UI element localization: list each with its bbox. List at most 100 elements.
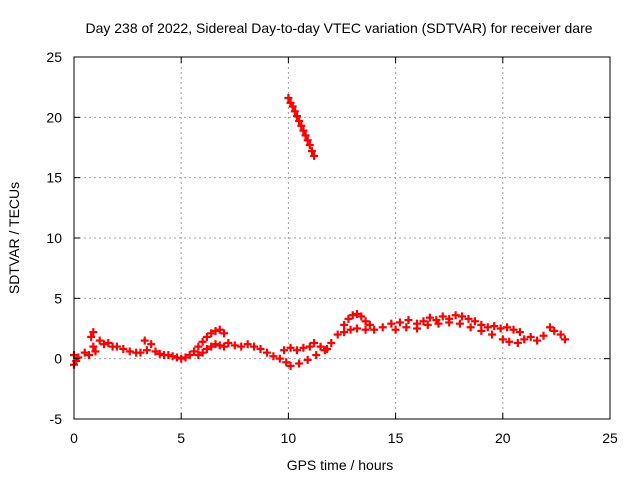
data-point-main [312,351,321,360]
data-point-main [438,312,447,321]
x-tick-label: 20 [495,430,511,446]
data-point-main [136,348,145,357]
data-point-main [348,311,357,320]
data-point-main [513,338,522,347]
data-point-main [74,353,83,362]
data-point-main [215,325,224,334]
data-point-main [434,319,443,328]
data-point-main [387,319,396,328]
data-point-main [533,336,542,345]
x-tick-label: 10 [281,430,297,446]
data-point-spike [303,136,312,145]
data-point-main [470,317,479,326]
data-point-main [207,329,216,338]
y-tick-label: 15 [46,170,62,186]
y-tick-label: 0 [54,351,62,367]
data-point-main [95,336,104,345]
chart-title: Day 238 of 2022, Sidereal Day-to-day VTE… [85,20,592,36]
data-point-main [220,329,229,338]
data-point-main [391,325,400,334]
data-point-spike [301,131,310,140]
data-point-main [104,338,113,347]
data-point-main [85,351,94,360]
data-point-spike [284,94,293,103]
data-point-main [378,323,387,332]
data-point-main [365,320,374,329]
points-layer [70,94,569,370]
data-point-main [505,337,514,346]
data-point-main [333,330,342,339]
data-point-main [269,352,278,361]
data-point-spike [290,107,299,116]
data-point-main [202,332,211,341]
data-point-main [496,324,505,333]
data-point-main [340,320,349,329]
data-point-main [181,353,190,362]
data-point-main [250,342,259,351]
data-point-main [515,328,524,337]
data-point-main [168,352,177,361]
data-point-main [353,310,362,319]
data-point-main [340,328,349,337]
data-point-main [556,330,565,339]
data-point-main [483,323,492,332]
data-point-main [490,322,499,331]
data-point-main [89,328,98,337]
data-point-main [520,335,529,344]
data-point-main [140,336,149,345]
data-point-main [423,320,432,329]
y-tick-label: -5 [50,411,63,427]
data-point-main [303,355,312,364]
data-point-main [119,345,128,354]
data-point-spike [297,121,306,130]
data-point-main [477,326,486,335]
data-point-main [190,347,199,356]
data-point-main [455,319,464,328]
data-point-main [560,335,569,344]
data-point-main [142,346,151,355]
data-point-main [282,358,291,367]
data-point-main [451,311,460,320]
data-point-main [305,342,314,351]
data-point-main [357,312,366,321]
x-axis-label: GPS time / hours [287,457,394,473]
data-point-main [353,324,362,333]
y-tick-label: 25 [46,49,62,65]
data-point-main [198,337,207,346]
x-tick-label: 25 [602,430,618,446]
data-point-main [280,346,289,355]
data-point-main [361,317,370,326]
grid-layer [74,57,610,419]
data-point-main [151,347,160,356]
data-point-main [292,346,301,355]
data-point-main [112,342,121,351]
data-point-main [327,338,336,347]
data-point-main [488,330,497,339]
data-point-main [155,349,164,358]
data-point-main [445,318,454,327]
data-point-main [466,323,475,332]
data-point-main [215,341,224,350]
data-point-main [419,317,428,326]
data-point-main [220,342,229,351]
data-point-main [464,314,473,323]
data-point-main [545,323,554,332]
data-point-main [316,342,325,351]
data-point-main [526,332,535,341]
data-point-main [275,354,284,363]
data-point-main [202,345,211,354]
data-point-main [237,342,246,351]
data-point-spike [292,112,301,121]
data-point-main [172,353,181,362]
data-point-spike [295,116,304,125]
data-point-main [458,312,467,321]
data-point-main [509,325,518,334]
data-point-main [80,348,89,357]
data-point-main [344,314,353,323]
data-point-spike [299,126,308,135]
x-tick-label: 5 [177,430,185,446]
data-point-spike [305,141,314,150]
x-tick-label: 15 [388,430,404,446]
